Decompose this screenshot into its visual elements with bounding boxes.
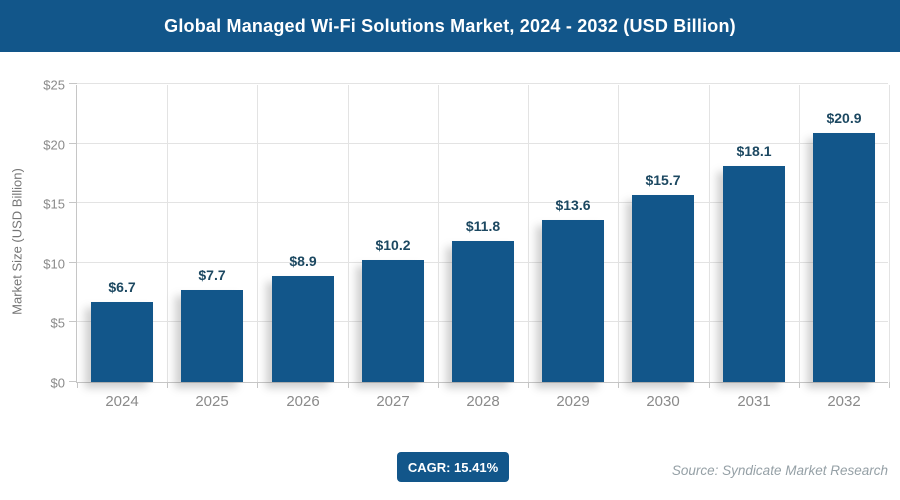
bar-2025 — [181, 290, 243, 382]
bar-value-label: $18.1 — [736, 143, 772, 159]
x-axis-tick — [167, 382, 168, 388]
y-axis-tick — [69, 202, 77, 203]
bar-2027 — [362, 260, 424, 382]
gridline-horizontal — [77, 143, 888, 144]
x-tick-label: 2027 — [376, 393, 410, 410]
gridline-vertical — [889, 85, 890, 382]
bar-2026 — [272, 276, 334, 382]
bar-2030 — [632, 195, 694, 382]
chart-title: Global Managed Wi-Fi Solutions Market, 2… — [164, 15, 736, 36]
bar-2029 — [542, 220, 604, 382]
x-axis-tick — [348, 382, 349, 388]
x-axis-tick — [438, 382, 439, 388]
gridline-vertical — [618, 85, 619, 382]
y-axis-tick — [69, 262, 77, 263]
gridline-vertical — [438, 85, 439, 382]
gridline-horizontal — [77, 202, 888, 203]
y-axis-tick — [69, 381, 77, 382]
bar-2028 — [452, 241, 514, 382]
gridline-vertical — [528, 85, 529, 382]
gridline-vertical — [167, 85, 168, 382]
y-tick-label: $0 — [50, 375, 65, 391]
bar-value-label: $11.8 — [465, 218, 501, 234]
gridline-vertical — [709, 85, 710, 382]
plot-area: $0 $5 $10 $15 $20 $25 $6.7 2024 $7.7 2025 $8.9 2026… — [43, 78, 890, 410]
title-bar: Global Managed Wi-Fi Solutions Market, 2… — [0, 0, 900, 52]
y-axis-title-wrap: Market Size (USD Billion) — [10, 134, 25, 334]
bar-value-label: $15.7 — [645, 172, 681, 188]
x-tick-label: 2029 — [556, 393, 590, 410]
bar-value-label: $6.7 — [108, 279, 136, 295]
y-axis-tick — [69, 143, 77, 144]
bar-2024 — [91, 302, 153, 382]
x-axis-tick — [799, 382, 800, 388]
x-axis-tick — [77, 382, 78, 388]
gridline-vertical — [348, 85, 349, 382]
y-axis-tick — [69, 321, 77, 322]
source-text: Source: Syndicate Market Research — [671, 463, 888, 478]
gridline-horizontal — [77, 83, 888, 84]
x-tick-label: 2031 — [737, 393, 771, 410]
y-tick-label: $10 — [43, 256, 65, 272]
y-axis-tick — [69, 83, 77, 84]
y-axis-title: Market Size (USD Billion) — [9, 168, 25, 315]
x-axis-tick — [889, 382, 890, 388]
x-axis-tick — [528, 382, 529, 388]
y-tick-label: $25 — [43, 77, 65, 93]
x-axis-tick — [709, 382, 710, 388]
x-tick-label: 2030 — [646, 393, 680, 410]
cagr-label: CAGR: 15.41% — [407, 459, 499, 475]
y-tick-label: $15 — [43, 196, 65, 212]
gridline-vertical — [257, 85, 258, 382]
bar-value-label: $10.2 — [375, 237, 411, 253]
gridline-vertical — [799, 85, 800, 382]
y-tick-label: $20 — [43, 137, 65, 153]
x-tick-label: 2028 — [466, 393, 500, 410]
x-tick-label: 2025 — [195, 393, 229, 410]
bar-value-label: $20.9 — [826, 110, 862, 126]
y-tick-label: $5 — [50, 315, 65, 331]
x-tick-label: 2032 — [827, 393, 861, 410]
bar-2031 — [723, 166, 785, 382]
bar-2032 — [813, 133, 875, 382]
cagr-badge: CAGR: 15.41% — [397, 452, 509, 482]
bar-value-label: $7.7 — [198, 267, 226, 283]
x-tick-label: 2024 — [105, 393, 139, 410]
x-axis-tick — [618, 382, 619, 388]
bar-value-label: $13.6 — [555, 197, 591, 213]
x-tick-label: 2026 — [286, 393, 320, 410]
x-axis-tick — [257, 382, 258, 388]
bar-value-label: $8.9 — [289, 253, 317, 269]
